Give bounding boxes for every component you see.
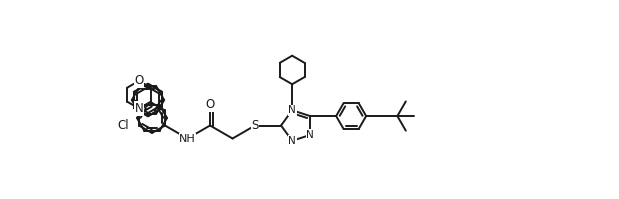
Text: NH: NH <box>179 134 196 143</box>
Text: O: O <box>134 74 144 87</box>
Text: S: S <box>251 119 259 132</box>
Text: N: N <box>306 130 314 140</box>
Text: N: N <box>288 136 296 146</box>
Text: N: N <box>134 102 144 115</box>
Text: N: N <box>288 105 296 115</box>
Text: Cl: Cl <box>118 119 129 132</box>
Text: O: O <box>206 98 215 111</box>
